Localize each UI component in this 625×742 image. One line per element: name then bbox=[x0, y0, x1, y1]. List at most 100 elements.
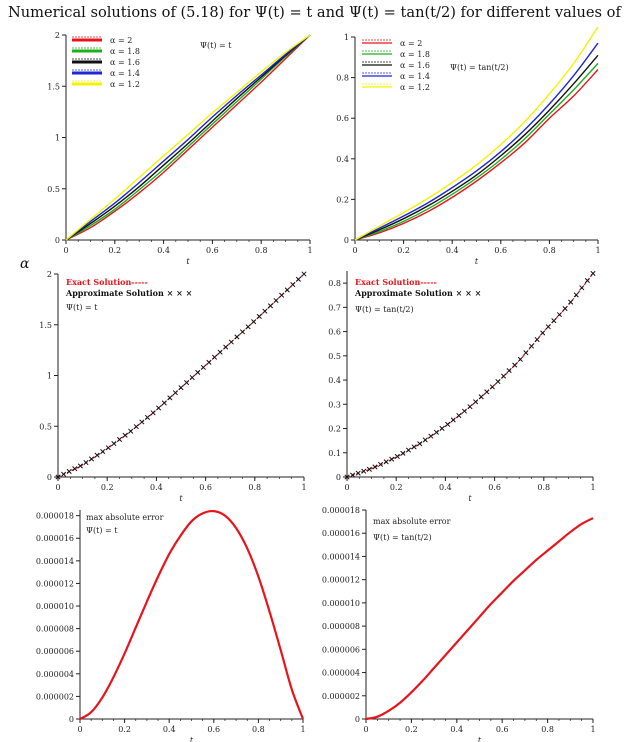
legend-label: α = 1.2 bbox=[400, 83, 430, 92]
approx-marker bbox=[279, 292, 285, 298]
y-tick-label: 0.2 bbox=[328, 425, 341, 434]
series-line bbox=[346, 273, 594, 478]
approx-marker bbox=[394, 453, 400, 460]
approx-marker bbox=[478, 394, 484, 400]
approx-marker bbox=[389, 456, 395, 462]
x-tick-label: 0.4 bbox=[163, 725, 176, 734]
x-tick-label: 0.4 bbox=[150, 483, 163, 492]
y-tick-label: 1.5 bbox=[39, 321, 52, 330]
y-tick-label: 0.8 bbox=[328, 279, 341, 288]
approx-marker bbox=[211, 354, 218, 360]
y-tick-label: 2 bbox=[55, 31, 60, 40]
legend-label: α = 1.6 bbox=[400, 61, 430, 70]
approx-marker bbox=[245, 324, 251, 330]
approx-marker bbox=[128, 428, 134, 434]
approx-marker bbox=[295, 276, 301, 282]
legend-label: Exact Solution----- bbox=[355, 277, 437, 287]
y-tick-label: 0.5 bbox=[47, 185, 60, 194]
approx-marker bbox=[200, 364, 206, 370]
x-tick-label: 1 bbox=[301, 483, 306, 492]
approx-marker bbox=[506, 368, 512, 374]
series-line bbox=[65, 34, 311, 241]
y-tick-label: 0.1 bbox=[328, 449, 341, 458]
x-tick-label: 0.6 bbox=[199, 483, 212, 492]
approx-marker bbox=[122, 432, 128, 438]
x-tick-label: 1 bbox=[590, 483, 595, 492]
approx-marker bbox=[495, 379, 501, 385]
x-tick-label: 0.8 bbox=[255, 246, 268, 255]
approx-marker bbox=[94, 452, 100, 458]
approx-marker bbox=[473, 399, 479, 405]
approx-marker bbox=[489, 384, 495, 390]
approx-marker bbox=[206, 359, 212, 365]
y-tick-label: 0.3 bbox=[328, 400, 341, 409]
x-tick-label: 0 bbox=[352, 246, 357, 255]
x-tick-label: 0.8 bbox=[537, 483, 550, 492]
series-line bbox=[354, 69, 599, 241]
approx-marker bbox=[545, 324, 551, 330]
chart-annotation: Ψ(t) = tan(t/2) bbox=[373, 533, 432, 542]
y-tick-label: 1 bbox=[344, 33, 349, 42]
chart-error-psi-t: 0 0.2 0.4 0.6 0.8 1 0 0.000002 0.000004 0.000006 0… bbox=[36, 509, 306, 742]
approx-marker bbox=[456, 412, 462, 419]
chart-annotation: Ψ(t) = t bbox=[86, 526, 118, 535]
chart-exact-vs-approx-psi-t: 0 0.2 0.4 0.6 0.8 1 0 0.5 1 1.5 2 t Exact Solution--… bbox=[39, 270, 307, 503]
y-tick-label: 0 bbox=[355, 715, 360, 724]
series-line bbox=[365, 517, 594, 721]
x-tick-label: 1 bbox=[595, 246, 600, 255]
x-tick-label: 0.2 bbox=[390, 483, 403, 492]
approx-marker bbox=[355, 470, 361, 476]
y-tick-label: 0 bbox=[69, 715, 74, 724]
legend-label: α = 1.2 bbox=[110, 80, 140, 89]
approx-marker bbox=[551, 318, 557, 324]
approx-marker bbox=[301, 271, 307, 277]
x-tick-label: 0.4 bbox=[446, 246, 459, 255]
approx-marker bbox=[133, 424, 139, 430]
y-tick-label: 0.000014 bbox=[322, 552, 360, 561]
y-tick-label: 0.000006 bbox=[322, 645, 360, 654]
chart-exact-vs-approx-psi-tan: 0 0.2 0.4 0.6 0.8 1 0 0.1 0.2 0.3 0.4 0.5 0.6 0.7 0.8 t… bbox=[328, 270, 596, 503]
x-tick-label: 0.2 bbox=[108, 246, 121, 255]
x-tick-label: 0 bbox=[363, 725, 368, 734]
x-axis-label: t bbox=[190, 736, 194, 742]
x-tick-label: 0 bbox=[77, 725, 82, 734]
series-line bbox=[354, 54, 599, 241]
x-tick-label: 1 bbox=[300, 725, 305, 734]
x-tick-label: 0.2 bbox=[101, 483, 114, 492]
chart-annotation: Ψ(t) = tan(t/2) bbox=[355, 305, 414, 314]
legend-label: α = 2 bbox=[110, 36, 132, 45]
y-tick-label: 0.4 bbox=[328, 376, 341, 385]
x-tick-label: 0.2 bbox=[397, 246, 410, 255]
x-tick-label: 1 bbox=[307, 246, 312, 255]
y-tick-label: 1 bbox=[55, 134, 60, 143]
approx-marker bbox=[573, 292, 579, 298]
x-tick-label: 0.2 bbox=[405, 725, 418, 734]
x-tick-label: 0.8 bbox=[543, 246, 556, 255]
approx-marker bbox=[523, 350, 529, 356]
approx-marker bbox=[568, 299, 574, 305]
y-tick-label: 0.000012 bbox=[36, 579, 74, 588]
approx-marker bbox=[150, 410, 156, 416]
y-tick-label: 0 bbox=[336, 473, 341, 482]
y-tick-label: 0.000012 bbox=[322, 576, 360, 585]
approx-marker bbox=[217, 349, 223, 355]
approx-marker bbox=[439, 425, 445, 431]
approx-marker bbox=[562, 306, 568, 312]
y-tick-label: 0.2 bbox=[336, 195, 349, 204]
approx-marker bbox=[484, 389, 490, 395]
legend-label: α = 1.6 bbox=[110, 58, 140, 67]
y-tick-label: 0 bbox=[55, 236, 60, 245]
x-tick-label: 0.8 bbox=[252, 725, 265, 734]
x-tick-label: 0.6 bbox=[488, 483, 501, 492]
approx-marker bbox=[528, 343, 535, 349]
approx-marker bbox=[417, 441, 423, 447]
approx-marker bbox=[428, 433, 434, 439]
series-line bbox=[354, 26, 599, 241]
chart-annotation-title: max absolute error bbox=[86, 513, 164, 522]
y-tick-label: 0.7 bbox=[328, 303, 341, 312]
y-tick-label: 0.000018 bbox=[322, 506, 360, 515]
approx-marker bbox=[161, 400, 167, 406]
y-tick-label: 0.000018 bbox=[36, 512, 74, 521]
approx-marker bbox=[400, 450, 406, 456]
approx-marker bbox=[267, 303, 274, 309]
